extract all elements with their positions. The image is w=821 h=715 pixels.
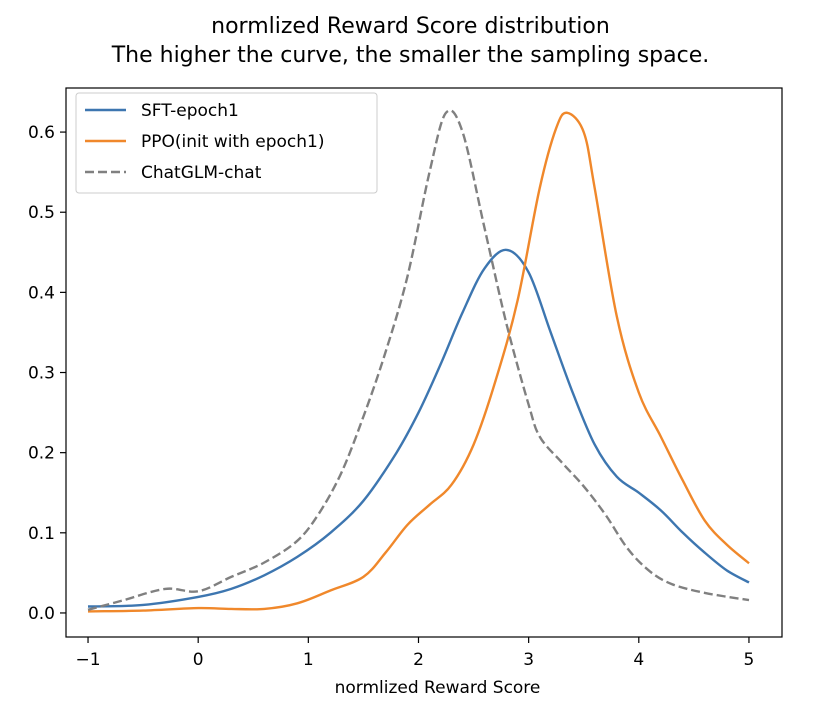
chart-title-line-1: normlized Reward Score distribution bbox=[211, 14, 610, 39]
y-tick-label: 0.1 bbox=[28, 524, 55, 544]
x-tick-label: −1 bbox=[75, 650, 100, 670]
chart-title-line-2: The higher the curve, the smaller the sa… bbox=[111, 43, 710, 68]
x-tick-label: 0 bbox=[193, 650, 204, 670]
x-tick-label: 1 bbox=[303, 650, 314, 670]
legend-label: ChatGLM-chat bbox=[141, 163, 262, 183]
x-tick-label: 4 bbox=[633, 650, 644, 670]
y-tick-label: 0.2 bbox=[28, 444, 55, 464]
y-tick-label: 0.6 bbox=[28, 123, 55, 143]
x-axis-label: normlized Reward Score bbox=[334, 678, 541, 698]
y-tick-label: 0.0 bbox=[28, 604, 55, 624]
series-line-sft-epoch1 bbox=[87, 248, 750, 608]
axis-ticks: −1 0 1 2 3 4 5 0.0 0.1 0.2 0.3 0.4 0.5 0.6 bbox=[28, 123, 754, 670]
legend-frame bbox=[75, 92, 378, 194]
series-line-ppo-init-with-epoch1 bbox=[87, 111, 750, 613]
x-tick-label: 5 bbox=[744, 650, 755, 670]
x-tick-label: 2 bbox=[413, 650, 424, 670]
y-tick-label: 0.3 bbox=[28, 364, 55, 384]
x-tick-label: 3 bbox=[523, 650, 534, 670]
legend-label: SFT-epoch1 bbox=[141, 101, 239, 121]
legend-label: PPO(init with epoch1) bbox=[141, 132, 325, 152]
y-tick-label: 0.4 bbox=[28, 283, 55, 303]
legend: SFT-epoch1 PPO(init with epoch1) ChatGLM-c… bbox=[75, 92, 378, 194]
series-line-chatglm-chat bbox=[87, 109, 750, 611]
plot-area-frame bbox=[65, 87, 783, 638]
series-lines bbox=[87, 109, 750, 613]
y-tick-label: 0.5 bbox=[28, 203, 55, 223]
